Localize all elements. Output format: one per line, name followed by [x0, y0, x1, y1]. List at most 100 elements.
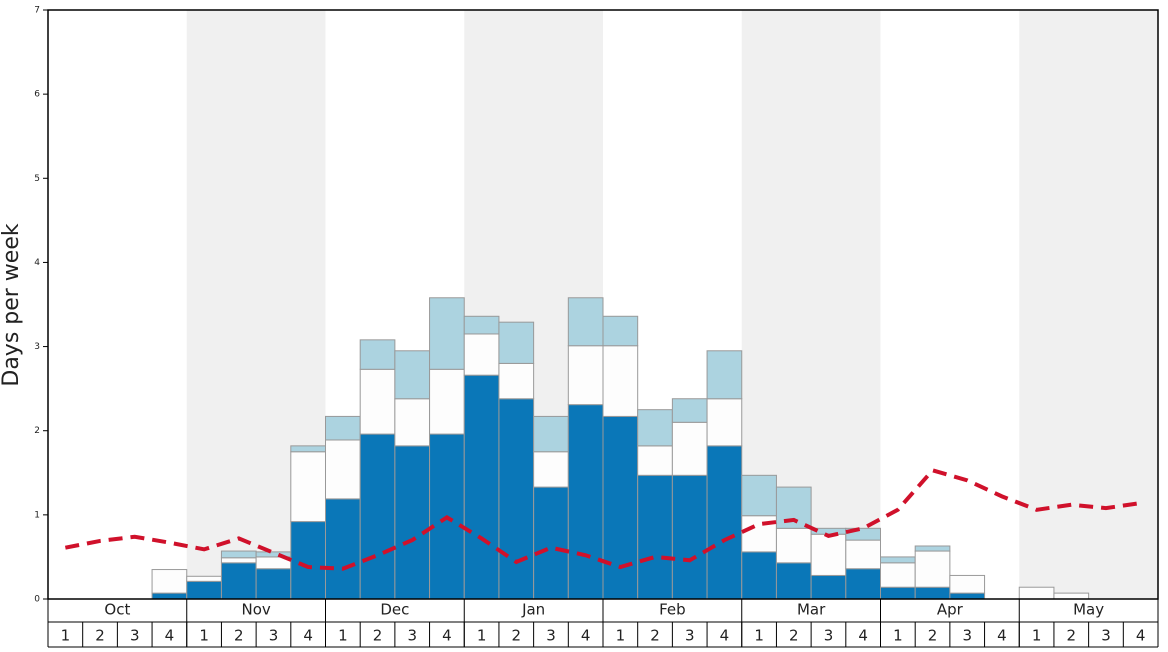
x-tick-label: 4: [997, 627, 1007, 645]
month-shade: [1019, 10, 1158, 599]
bar-segment: [845, 539, 881, 570]
bar-segment: [706, 445, 743, 600]
month-label: Jan: [521, 601, 545, 619]
bar-segment: [220, 557, 257, 564]
month-label: Feb: [659, 601, 686, 619]
x-tick-label: 3: [824, 627, 834, 645]
x-tick-label: 3: [1101, 627, 1111, 645]
bar-segment: [325, 439, 361, 500]
x-tick-label: 2: [928, 627, 938, 645]
bar-segment: [741, 551, 777, 600]
bar-segment: [220, 550, 257, 559]
bar-segment: [914, 550, 951, 588]
bar-segment: [394, 350, 431, 400]
bar-segment: [255, 568, 292, 600]
bar-segment: [567, 404, 604, 600]
x-tick-label: 2: [789, 627, 799, 645]
bar-segment: [775, 527, 812, 564]
bar-segment: [1053, 592, 1090, 600]
y-axis-label: Days per week: [0, 223, 24, 386]
x-tick-label: 4: [442, 627, 452, 645]
bar-segment: [671, 398, 708, 423]
bar-segment: [186, 580, 222, 600]
y-tick-label: 5: [34, 174, 40, 184]
x-tick-label: 1: [893, 627, 903, 645]
bar-segment: [914, 586, 951, 600]
x-tick-label: 3: [269, 627, 279, 645]
x-tick-label: 4: [720, 627, 730, 645]
x-tick-label: 3: [130, 627, 140, 645]
bar-segment: [671, 421, 708, 476]
bar-segment: [810, 574, 847, 600]
x-tick-label: 2: [95, 627, 105, 645]
bar-segment: [741, 474, 777, 517]
bar-segment: [325, 415, 361, 441]
bar-segment: [1018, 586, 1055, 600]
x-tick-label: 2: [650, 627, 660, 645]
bar-segment: [290, 445, 326, 453]
bar-segment: [533, 415, 569, 453]
bar-segment: [706, 350, 743, 400]
bar-segment: [775, 486, 812, 529]
bar-segment: [949, 574, 986, 594]
y-tick-label: 2: [34, 426, 40, 436]
x-tick-label: 4: [581, 627, 591, 645]
bar-segment: [498, 362, 535, 400]
bar-segment: [359, 339, 396, 370]
y-tick-label: 0: [34, 595, 40, 605]
bar-segment: [637, 409, 673, 447]
bar-segment: [880, 586, 916, 600]
bar-segment: [325, 498, 361, 600]
bar-segment: [845, 527, 881, 541]
x-tick-label: 4: [1136, 627, 1146, 645]
bar-segment: [602, 345, 639, 417]
bar-segment: [394, 398, 431, 447]
x-tick-label: 3: [962, 627, 972, 645]
bar-segment: [706, 398, 743, 447]
bar-segment: [429, 368, 465, 435]
bar-segment: [186, 575, 222, 582]
bar-segment: [498, 398, 535, 600]
y-tick-label: 3: [34, 342, 40, 352]
x-tick-label: 1: [338, 627, 348, 645]
month-label: Mar: [797, 601, 826, 619]
bar-segment: [637, 474, 673, 600]
bar-segment: [220, 562, 257, 600]
x-tick-label: 4: [165, 627, 175, 645]
bar-segment: [914, 545, 951, 552]
x-tick-label: 3: [685, 627, 695, 645]
bar-segment: [463, 374, 500, 600]
y-tick-label: 1: [34, 510, 40, 520]
bar-segment: [602, 315, 639, 347]
bar-segment: [567, 345, 604, 406]
bar-segment: [637, 445, 673, 476]
bar-segment: [463, 333, 500, 376]
x-tick-label: 2: [234, 627, 244, 645]
bar-segment: [775, 562, 812, 600]
bar-segment: [567, 297, 604, 347]
bar-segment: [359, 368, 396, 435]
bar-segment: [151, 569, 188, 594]
month-label: Nov: [241, 601, 270, 619]
bar-segment: [602, 415, 639, 600]
bar-segment: [810, 533, 847, 576]
y-tick-label: 6: [34, 90, 40, 100]
bar-segment: [359, 433, 396, 600]
month-label: May: [1073, 601, 1104, 619]
bar-segment: [429, 297, 465, 370]
x-tick-label: 2: [1067, 627, 1077, 645]
bar-segment: [394, 445, 431, 600]
month-label: Dec: [380, 601, 409, 619]
bar-segment: [845, 568, 881, 600]
bar-segment: [533, 486, 569, 600]
bar-segment: [290, 521, 326, 600]
bar-segment: [880, 556, 916, 564]
x-tick-label: 2: [373, 627, 383, 645]
trend-line: [64, 467, 1141, 571]
x-tick-label: 1: [616, 627, 626, 645]
bar-segment: [949, 592, 986, 600]
x-tick-label: 3: [407, 627, 417, 645]
bar-segment: [498, 321, 535, 364]
y-tick-label: 7: [34, 6, 40, 16]
bar-segment: [671, 474, 708, 600]
